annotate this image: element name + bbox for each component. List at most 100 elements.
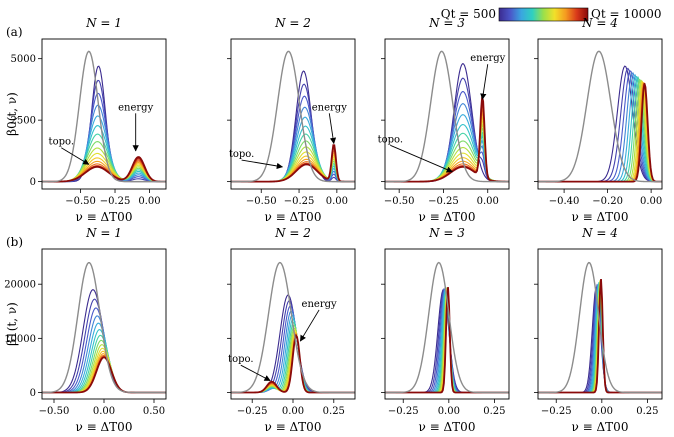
x-tick-label: −0.25 [237, 406, 268, 417]
panel-title: N = 3 [428, 226, 465, 240]
curves [385, 261, 509, 394]
x-axis-label: ν ≡ ΔT00 [76, 420, 133, 434]
curves [538, 50, 662, 183]
x-axis-label: ν ≡ ΔT00 [419, 420, 476, 434]
x-tick-label: 0.00 [282, 406, 304, 417]
panel-r1-c3: N = 4 −0.25 0.00 0.25 ν ≡ ΔT00 [534, 226, 663, 434]
annotation-arrow [61, 147, 90, 165]
panel-title: N = 1 [85, 226, 122, 240]
axes-frame [41, 248, 167, 400]
axes-frame [384, 248, 510, 400]
x-tick-label: −0.50 [65, 196, 96, 207]
panel-r0-c1: N = 2 −0.50 −0.25 0.00 ν ≡ ΔT00 topo. energy [227, 16, 356, 224]
y-tick-label: 0 [30, 177, 36, 188]
panels: N = 1 −0.50 −0.25 0.00 0 2500 5000 ν ≡ ΔT00 β0(t… [4, 16, 663, 434]
panel-title: N = 4 [581, 16, 618, 30]
panel-title: N = 3 [428, 16, 465, 30]
curves [231, 50, 355, 183]
annotation-label: topo. [378, 134, 403, 145]
x-tick-label: 0.25 [636, 406, 658, 417]
curves [42, 50, 166, 183]
initial-distribution-line [42, 50, 166, 183]
x-tick-label: −0.50 [39, 406, 70, 417]
axes-frame [230, 38, 356, 190]
x-tick-label: 0.00 [591, 406, 613, 417]
initial-distribution-line [385, 50, 509, 183]
x-tick-label: −0.50 [384, 196, 415, 207]
row-label-a: (a) [6, 25, 23, 39]
y-tick-label: 5000 [11, 54, 36, 65]
x-tick-label: −0.20 [592, 196, 623, 207]
axes-frame [41, 38, 167, 190]
x-tick-label: 0.25 [323, 406, 345, 417]
annotation-arrow [390, 144, 453, 173]
x-tick-label: −0.25 [428, 196, 459, 207]
x-tick-label: −0.25 [388, 406, 419, 417]
initial-distribution-line [385, 261, 509, 394]
y-tick-label: 0 [30, 388, 36, 399]
series-line-10 [385, 116, 509, 183]
colorbar: Qt = 500 Qt = 10000 [441, 7, 662, 22]
annotation-label: topo. [229, 149, 254, 160]
panel-title: N = 2 [274, 226, 311, 240]
panel-r0-c3: N = 4 −0.40 −0.20 0.00 ν ≡ ΔT00 [534, 16, 663, 224]
x-axis-label: ν ≡ ΔT00 [572, 210, 629, 224]
x-axis-label: ν ≡ ΔT00 [419, 210, 476, 224]
series-line-11 [42, 353, 166, 394]
x-tick-label: 0.00 [640, 196, 662, 207]
annotation-label: energy [470, 53, 505, 64]
series-line-2 [42, 307, 166, 394]
initial-distribution-line [231, 50, 355, 183]
series-line-7 [42, 339, 166, 394]
annotation-label: energy [312, 102, 347, 113]
initial-distribution-line [231, 261, 355, 394]
x-tick-label: −0.40 [549, 196, 580, 207]
x-tick-label: −0.50 [246, 196, 277, 207]
curves [385, 50, 509, 183]
annotation-label: topo. [228, 354, 253, 365]
panel-r1-c1: N = 2 −0.25 0.00 0.25ν ≡ ΔT00 topo. energy [227, 226, 356, 434]
initial-distribution-line [42, 261, 166, 394]
x-axis-label: ν ≡ ΔT00 [76, 210, 133, 224]
series-line-15 [42, 156, 166, 183]
annotation-label: energy [118, 102, 153, 113]
panel-r0-c2: N = 3 −0.50 −0.25 0.00ν ≡ ΔT00 topo. energy [378, 16, 510, 224]
initial-distribution-line [538, 261, 662, 394]
panel-title: N = 1 [85, 16, 122, 30]
x-tick-label: −0.25 [100, 196, 131, 207]
annotation-label: energy [302, 299, 337, 310]
panel-r1-c0: N = 1 −0.50 0.00 0.50 0 10000 20000 ν ≡ ΔT00 β1(… [4, 226, 167, 434]
y-axis-label: β1(t, ν) [5, 302, 19, 346]
panel-r0-c0: N = 1 −0.50 −0.25 0.00 0 2500 5000 ν ≡ ΔT00 β0(t… [5, 16, 167, 224]
curves [538, 261, 662, 394]
colorbar-min-label: Qt = 500 [441, 7, 496, 21]
axes-frame [537, 248, 663, 400]
panel-r1-c2: N = 3 −0.25 0.00 0.25 ν ≡ ΔT00 [381, 226, 510, 434]
annotation-arrow [299, 309, 320, 342]
curves [231, 261, 355, 394]
colorbar-max-label: Qt = 10000 [591, 7, 662, 21]
panel-title: N = 4 [581, 226, 618, 240]
x-tick-label: 0.00 [326, 196, 348, 207]
x-tick-label: 0.00 [477, 196, 499, 207]
x-axis-label: ν ≡ ΔT00 [265, 420, 322, 434]
x-tick-label: 0.00 [93, 406, 115, 417]
annotation-arrow [240, 364, 271, 381]
y-tick-label: 20000 [4, 280, 36, 291]
annotation-label: topo. [49, 137, 74, 148]
y-tick-label: 10000 [4, 334, 36, 345]
x-axis-label: ν ≡ ΔT00 [572, 420, 629, 434]
x-tick-label: −0.25 [541, 406, 572, 417]
curves [42, 261, 166, 394]
axes-frame [384, 38, 510, 190]
initial-distribution-line [538, 50, 662, 183]
x-tick-label: 0.00 [438, 406, 460, 417]
y-tick-label: 2500 [11, 116, 36, 127]
y-axis-label: β0(t, ν) [5, 92, 19, 136]
row-label-b: (b) [6, 235, 23, 249]
annotation-arrow [480, 64, 489, 100]
annotation-arrow [241, 159, 284, 170]
x-axis-label: ν ≡ ΔT00 [265, 210, 322, 224]
annotation-arrow [328, 113, 337, 145]
